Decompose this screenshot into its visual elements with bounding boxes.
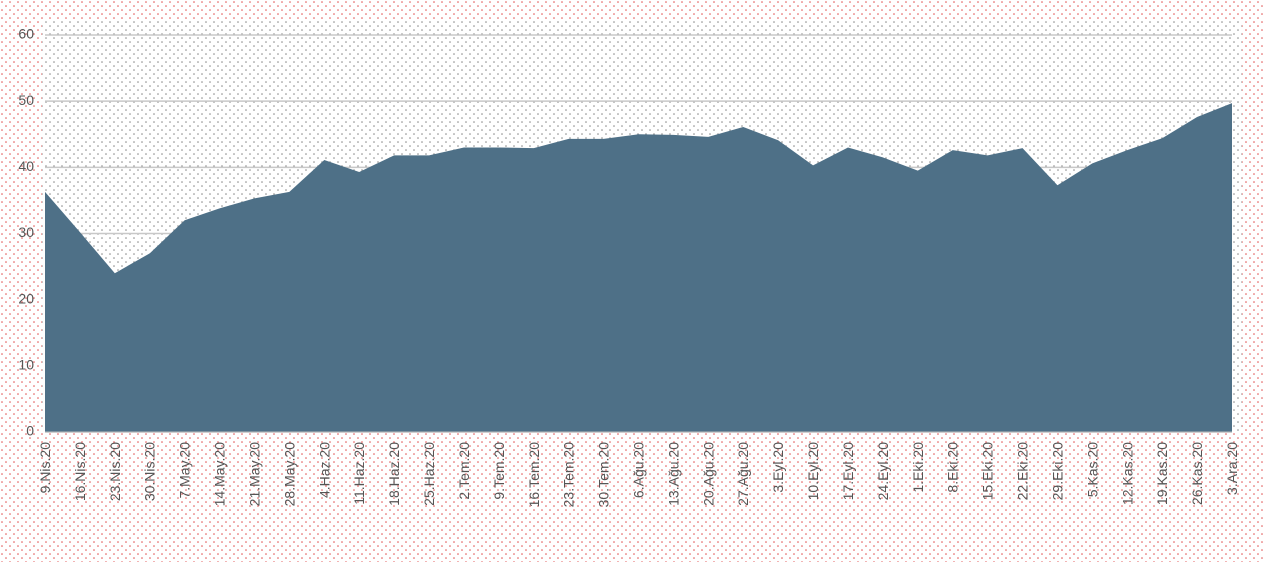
x-tick-label: 9.Nis.20 xyxy=(37,442,53,494)
y-tick-label: 60 xyxy=(18,26,34,42)
x-tick-label: 16.Tem.20 xyxy=(526,442,542,508)
x-tick-label: 3.Eyl.20 xyxy=(770,442,786,493)
x-tick-label: 30.Nis.20 xyxy=(142,442,158,501)
x-tick-label: 6.Ağu.20 xyxy=(631,442,647,498)
x-tick-label: 26.Kas.20 xyxy=(1189,442,1205,505)
area xyxy=(45,103,1232,432)
x-tick-label: 23.Nis.20 xyxy=(107,442,123,501)
x-tick-label: 22.Eki.20 xyxy=(1015,442,1031,501)
x-tick-label: 10.Eyl.20 xyxy=(805,442,821,501)
x-tick-label: 16.Nis.20 xyxy=(72,442,88,501)
x-tick-label: 30.Tem.20 xyxy=(596,442,612,508)
x-tick-label: 4.Haz.20 xyxy=(316,442,332,498)
x-tick-label: 29.Eki.20 xyxy=(1049,442,1065,501)
x-tick-label: 7.May.20 xyxy=(177,442,193,499)
x-tick-label: 9.Tem.20 xyxy=(491,442,507,500)
y-tick-label: 30 xyxy=(18,224,34,240)
x-tick-label: 15.Eki.20 xyxy=(980,442,996,501)
x-tick-label: 1.Eki.20 xyxy=(910,442,926,493)
y-tick-label: 0 xyxy=(26,423,34,439)
x-tick-label: 18.Haz.20 xyxy=(386,442,402,506)
x-tick-label: 19.Kas.20 xyxy=(1154,442,1170,505)
y-tick-label: 10 xyxy=(18,357,34,373)
x-tick-label: 8.Eki.20 xyxy=(945,442,961,493)
x-tick-label: 28.May.20 xyxy=(281,442,297,507)
x-tick-label: 25.Haz.20 xyxy=(421,442,437,506)
x-tick-label: 11.Haz.20 xyxy=(351,442,367,505)
x-tick-label: 5.Kas.20 xyxy=(1084,442,1100,497)
x-tick-label: 21.May.20 xyxy=(246,442,262,507)
x-tick-label: 14.May.20 xyxy=(212,442,228,507)
x-tick-label: 12.Kas.20 xyxy=(1119,442,1135,505)
x-tick-label: 13.Ağu.20 xyxy=(665,442,681,506)
x-tick-label: 24.Eyl.20 xyxy=(875,442,891,501)
x-tick-label: 27.Ağu.20 xyxy=(735,442,751,506)
x-tick-label: 23.Tem.20 xyxy=(561,442,577,508)
x-tick-label: 3.Ara.20 xyxy=(1224,442,1240,495)
y-tick-label: 50 xyxy=(18,92,34,108)
x-tick-label: 17.Eyl.20 xyxy=(840,442,856,501)
y-tick-label: 40 xyxy=(18,158,34,174)
y-tick-label: 20 xyxy=(18,290,34,306)
x-tick-label: 2.Tem.20 xyxy=(456,442,472,500)
x-tick-label: 20.Ağu.20 xyxy=(700,442,716,506)
